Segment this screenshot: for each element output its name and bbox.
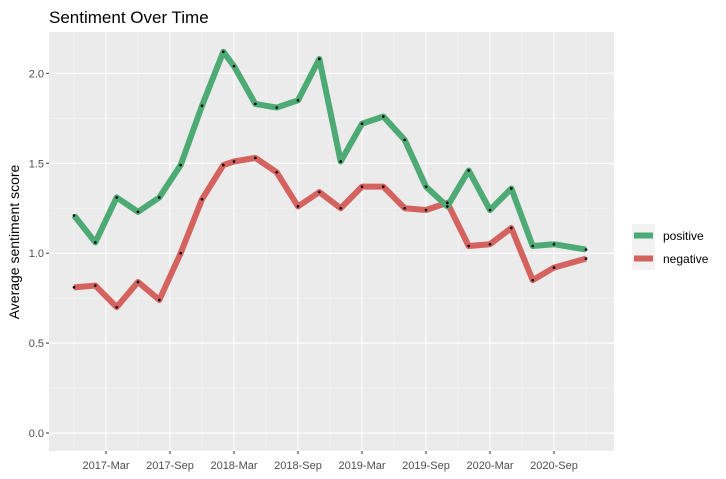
data-point-positive	[200, 104, 204, 108]
y-axis: 0.0 0.5 1.0 1.5 2.0	[29, 68, 49, 440]
y-tick-label: 1.0	[29, 248, 44, 260]
data-point-negative	[275, 170, 278, 174]
x-tick-label: 2017-Sep	[146, 460, 194, 472]
data-point-negative	[403, 206, 406, 210]
data-point-positive	[222, 50, 225, 54]
x-tick-label: 2019-Mar	[338, 460, 385, 472]
data-point-positive	[403, 138, 406, 142]
data-point-negative	[136, 280, 140, 284]
data-point-positive	[179, 163, 182, 167]
data-point-positive	[296, 99, 300, 102]
data-point-negative	[158, 298, 161, 302]
x-tick-label: 2018-Sep	[274, 460, 322, 472]
y-tick-label: 0.0	[29, 428, 44, 440]
data-point-positive	[424, 185, 428, 188]
x-tick-label: 2018-Mar	[210, 460, 257, 472]
x-tick-label: 2020-Sep	[530, 460, 578, 472]
data-point-negative	[488, 242, 492, 246]
y-tick-label: 1.5	[29, 158, 44, 170]
data-points	[72, 50, 588, 309]
y-tick-label: 0.5	[29, 338, 44, 350]
data-point-positive	[360, 122, 364, 126]
x-tick-label: 2019-Sep	[402, 460, 450, 472]
chart-title: Sentiment Over Time	[49, 8, 209, 27]
data-point-negative	[382, 185, 385, 188]
data-point-negative	[360, 185, 364, 188]
data-point-positive	[531, 244, 534, 248]
data-point-positive	[72, 214, 76, 217]
data-point-negative	[339, 206, 342, 210]
major-gridlines	[49, 32, 614, 451]
data-point-positive	[446, 205, 449, 208]
data-point-negative	[115, 305, 118, 309]
data-point-negative	[531, 278, 534, 282]
data-point-positive	[232, 64, 236, 68]
data-point-negative	[318, 190, 321, 194]
data-point-positive	[467, 169, 470, 172]
legend: positive negative	[632, 224, 709, 270]
data-point-positive	[510, 187, 513, 190]
legend-label-positive: positive	[663, 229, 704, 243]
data-point-negative	[72, 286, 76, 289]
data-point-negative	[552, 266, 556, 269]
data-point-negative	[510, 226, 513, 230]
data-point-negative	[446, 201, 449, 205]
y-axis-title: Average sentiment score	[6, 164, 22, 319]
data-point-negative	[94, 284, 97, 287]
data-point-negative	[424, 208, 428, 212]
data-point-positive	[275, 106, 278, 109]
data-point-positive	[488, 208, 492, 212]
data-point-positive	[382, 115, 385, 118]
data-point-positive	[136, 210, 140, 214]
data-point-positive	[254, 102, 257, 106]
data-point-positive	[584, 248, 588, 251]
data-point-positive	[115, 196, 118, 199]
data-point-negative	[296, 205, 300, 208]
x-axis: 2017-Mar 2017-Sep 2018-Mar 2018-Sep 2019-Mar…	[82, 451, 578, 472]
data-point-positive	[318, 57, 321, 61]
data-point-negative	[232, 160, 236, 163]
data-point-negative	[584, 257, 588, 260]
x-tick-label: 2017-Mar	[82, 460, 129, 472]
data-point-negative	[200, 197, 204, 201]
data-point-positive	[94, 241, 97, 244]
legend-label-negative: negative	[663, 252, 709, 266]
data-point-negative	[179, 251, 182, 255]
data-point-negative	[222, 163, 225, 167]
y-tick-label: 2.0	[29, 68, 44, 80]
data-point-positive	[339, 160, 342, 163]
data-point-negative	[467, 244, 470, 248]
data-point-negative	[254, 156, 257, 160]
data-point-positive	[552, 242, 556, 246]
x-tick-label: 2020-Mar	[466, 460, 513, 472]
data-point-positive	[158, 196, 161, 199]
